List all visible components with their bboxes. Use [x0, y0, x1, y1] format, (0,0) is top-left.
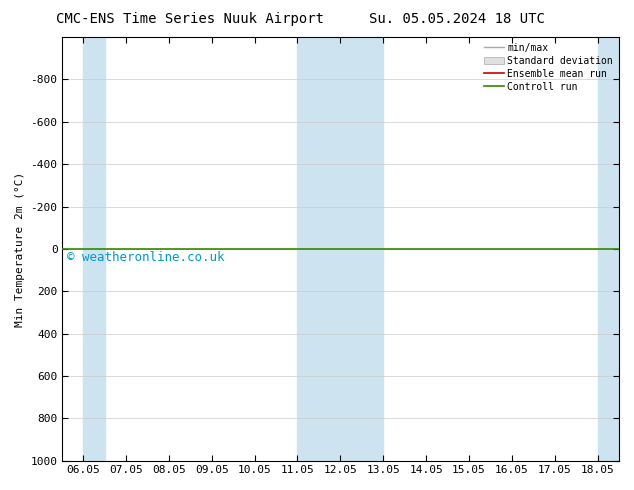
Text: Su. 05.05.2024 18 UTC: Su. 05.05.2024 18 UTC	[368, 12, 545, 26]
Legend: min/max, Standard deviation, Ensemble mean run, Controll run: min/max, Standard deviation, Ensemble me…	[480, 39, 617, 96]
Bar	[83, 37, 105, 461]
Y-axis label: Min Temperature 2m (°C): Min Temperature 2m (°C)	[15, 172, 25, 326]
Text: CMC-ENS Time Series Nuuk Airport: CMC-ENS Time Series Nuuk Airport	[56, 12, 324, 26]
Bar	[598, 37, 634, 461]
Text: © weatheronline.co.uk: © weatheronline.co.uk	[67, 251, 225, 264]
Bar	[297, 37, 383, 461]
